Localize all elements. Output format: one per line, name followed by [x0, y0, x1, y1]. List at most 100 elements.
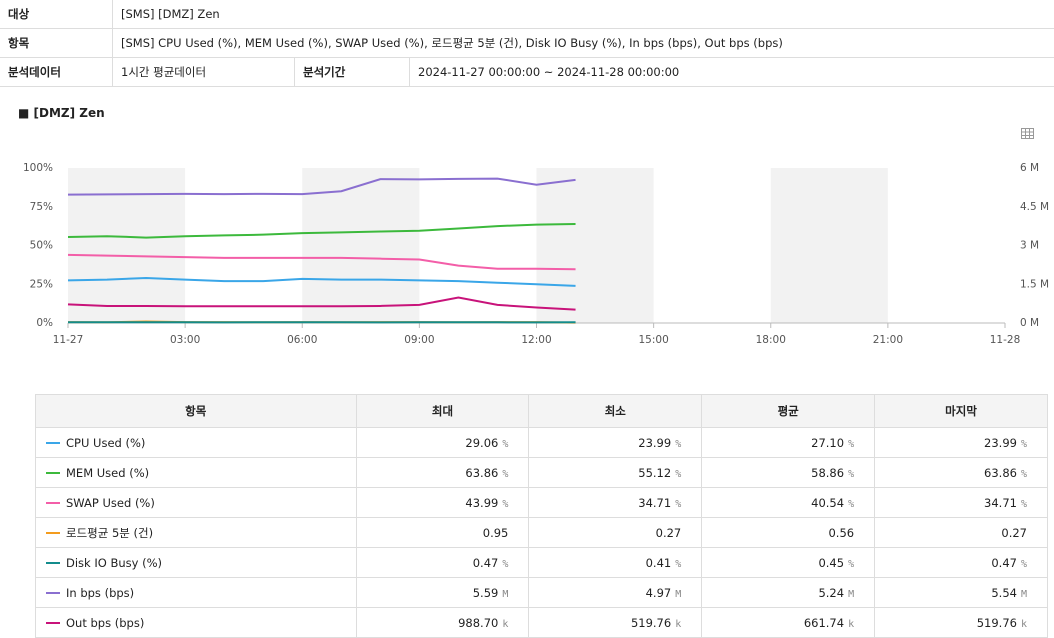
- y-tick-label: 75%: [30, 201, 53, 213]
- header-cell: 마지막: [875, 395, 1048, 428]
- value-cell: 43.99%: [356, 488, 529, 518]
- info-label: 항목: [0, 29, 113, 58]
- legend-swatch: [46, 502, 60, 504]
- unit: %: [502, 499, 508, 510]
- unit: %: [848, 439, 854, 450]
- value-cell: 58.86%: [702, 458, 875, 488]
- unit: M: [502, 589, 508, 600]
- value: 0.56: [828, 526, 854, 540]
- chart-title: ■ [DMZ] Zen: [18, 106, 105, 120]
- header-cell: 항목: [36, 395, 357, 428]
- name-cell: SWAP Used (%): [36, 488, 357, 518]
- value: 988.70: [458, 616, 498, 630]
- value-cell: 0.47%: [875, 548, 1048, 578]
- value-cell: 0.27: [875, 518, 1048, 548]
- info-label: 대상: [0, 0, 113, 29]
- info-value: 1시간 평균데이터: [113, 58, 295, 87]
- info-label: 분석기간: [295, 58, 410, 87]
- x-tick-label: 21:00: [873, 334, 903, 346]
- unit: %: [675, 559, 681, 570]
- x-tick-label: 09:00: [404, 334, 434, 346]
- series-name: CPU Used (%): [66, 436, 145, 450]
- value-cell: 34.71%: [875, 488, 1048, 518]
- unit: M: [848, 589, 854, 600]
- value: 661.74: [804, 616, 844, 630]
- header-cell: 최소: [529, 395, 702, 428]
- value-cell: 0.27: [529, 518, 702, 548]
- y2-tick-label: 1.5 M: [1020, 278, 1049, 290]
- series-name: Out bps (bps): [66, 616, 144, 630]
- value: 0.27: [1001, 526, 1027, 540]
- value-cell: 988.70 k: [356, 608, 529, 638]
- value-cell: 34.71%: [529, 488, 702, 518]
- value: 55.12: [638, 466, 671, 480]
- value: 0.45: [818, 556, 844, 570]
- unit: k: [848, 619, 854, 630]
- y2-tick-label: 6 M: [1020, 162, 1039, 174]
- value-cell: 23.99%: [529, 428, 702, 458]
- header-cell: 평균: [702, 395, 875, 428]
- legend-swatch: [46, 592, 60, 594]
- series-name: MEM Used (%): [66, 466, 149, 480]
- value: 519.76: [977, 616, 1017, 630]
- unit: %: [848, 499, 854, 510]
- value: 5.59: [473, 586, 499, 600]
- unit: k: [675, 619, 681, 630]
- value: 23.99: [638, 436, 671, 450]
- value: 4.97: [646, 586, 672, 600]
- band: [771, 168, 888, 323]
- value-cell: 63.86%: [875, 458, 1048, 488]
- unit: k: [502, 619, 508, 630]
- legend-swatch: [46, 532, 60, 534]
- x-tick-label: 18:00: [756, 334, 786, 346]
- y-tick-label: 50%: [30, 240, 53, 252]
- band: [302, 168, 419, 323]
- unit: %: [1021, 469, 1027, 480]
- value-cell: 55.12%: [529, 458, 702, 488]
- x-tick-label: 03:00: [170, 334, 200, 346]
- value-cell: 63.86%: [356, 458, 529, 488]
- stat-row: CPU Used (%)29.06%23.99%27.10%23.99%: [36, 428, 1048, 458]
- value: 519.76: [631, 616, 671, 630]
- band: [68, 168, 185, 323]
- value-cell: 27.10%: [702, 428, 875, 458]
- value: 5.54: [991, 586, 1017, 600]
- value: 27.10: [811, 436, 844, 450]
- name-cell: Disk IO Busy (%): [36, 548, 357, 578]
- value: 23.99: [984, 436, 1017, 450]
- value-cell: 0.95: [356, 518, 529, 548]
- value: 0.47: [473, 556, 499, 570]
- value: 5.24: [818, 586, 844, 600]
- info-table: 대상[SMS] [DMZ] Zen 항목[SMS] CPU Used (%), …: [0, 0, 1054, 87]
- series-name: In bps (bps): [66, 586, 134, 600]
- band: [537, 168, 654, 323]
- legend-swatch: [46, 472, 60, 474]
- value-cell: 0.41%: [529, 548, 702, 578]
- name-cell: 로드평균 5분 (건): [36, 518, 357, 548]
- value-cell: 661.74 k: [702, 608, 875, 638]
- value: 34.71: [638, 496, 671, 510]
- value-cell: 0.47%: [356, 548, 529, 578]
- series-name: 로드평균 5분 (건): [66, 526, 153, 540]
- value: 34.71: [984, 496, 1017, 510]
- name-cell: Out bps (bps): [36, 608, 357, 638]
- bands: [68, 168, 888, 323]
- unit: M: [675, 589, 681, 600]
- value-cell: 40.54%: [702, 488, 875, 518]
- unit: %: [848, 469, 854, 480]
- stat-row: MEM Used (%)63.86%55.12%58.86%63.86%: [36, 458, 1048, 488]
- value-cell: 519.76 k: [529, 608, 702, 638]
- value-cell: 5.24 M: [702, 578, 875, 608]
- info-value: [SMS] [DMZ] Zen: [113, 0, 1054, 29]
- y2-tick-label: 0 M: [1020, 317, 1039, 329]
